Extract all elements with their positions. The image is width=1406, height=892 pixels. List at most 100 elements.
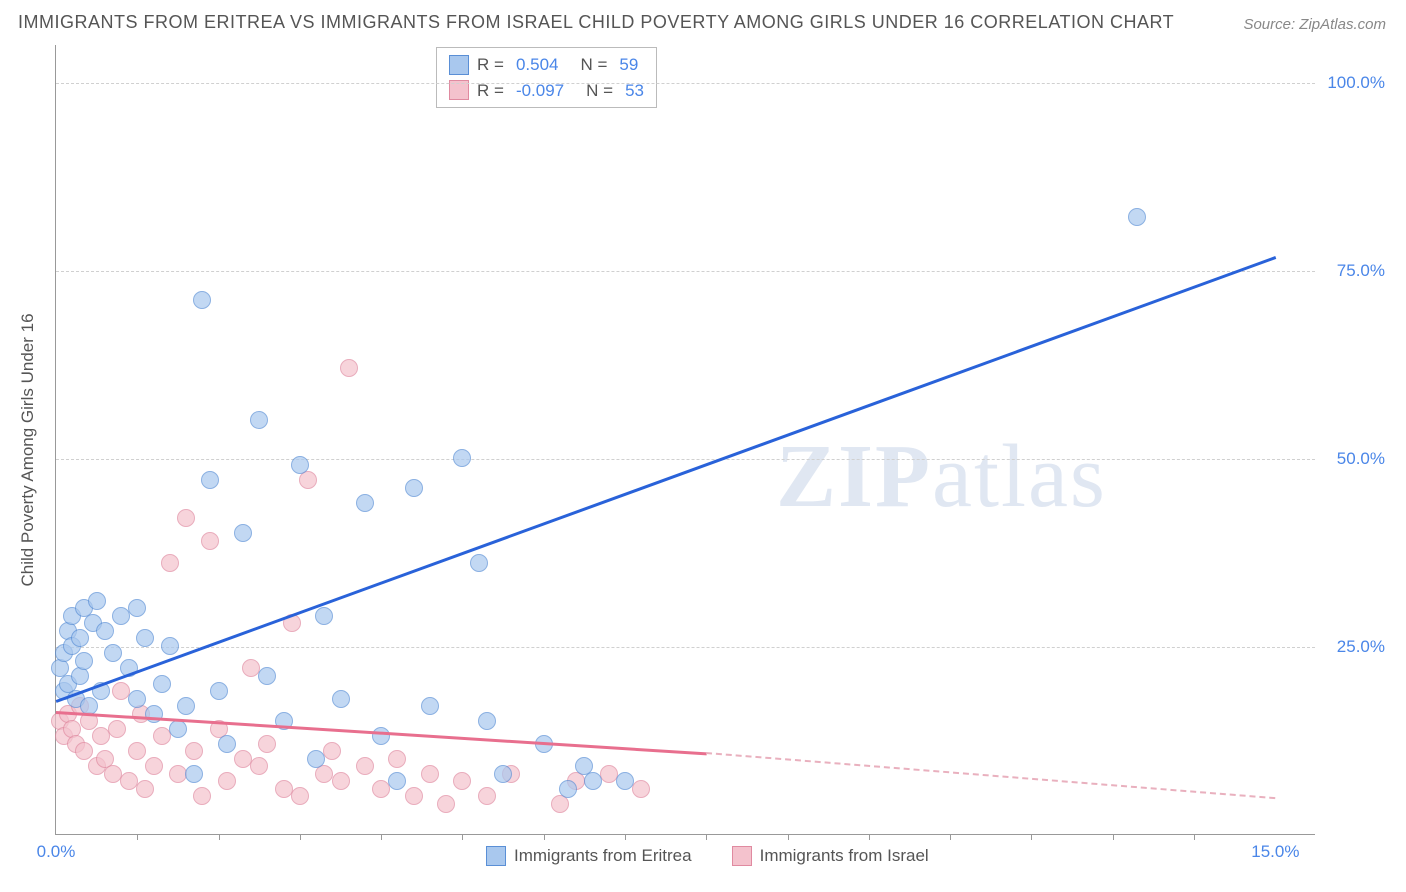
r-label: R =: [477, 52, 504, 78]
scatter-point-israel: [250, 757, 268, 775]
x-tick-mark: [1031, 834, 1032, 840]
legend-item-israel: Immigrants from Israel: [732, 846, 929, 866]
scatter-point-israel: [201, 532, 219, 550]
x-tick-mark: [462, 834, 463, 840]
correlation-stats-box: R = 0.504 N = 59 R = -0.097 N = 53: [436, 47, 657, 108]
scatter-point-eritrea: [75, 652, 93, 670]
scatter-point-israel: [145, 757, 163, 775]
gridline: [56, 459, 1315, 460]
n-label: N =: [580, 52, 607, 78]
stats-row-eritrea: R = 0.504 N = 59: [449, 52, 644, 78]
scatter-point-israel: [75, 742, 93, 760]
x-tick-mark: [706, 834, 707, 840]
chart-title: IMMIGRANTS FROM ERITREA VS IMMIGRANTS FR…: [18, 12, 1174, 33]
scatter-point-israel: [632, 780, 650, 798]
y-tick-label: 100.0%: [1327, 73, 1385, 93]
x-tick-mark: [219, 834, 220, 840]
x-tick-mark: [625, 834, 626, 840]
x-tick-mark: [788, 834, 789, 840]
scatter-point-israel: [478, 787, 496, 805]
legend-label-eritrea: Immigrants from Eritrea: [514, 846, 692, 866]
source-citation: Source: ZipAtlas.com: [1243, 16, 1386, 33]
scatter-point-eritrea: [494, 765, 512, 783]
scatter-point-eritrea: [71, 667, 89, 685]
scatter-point-eritrea: [421, 697, 439, 715]
r-label: R =: [477, 78, 504, 104]
scatter-point-eritrea: [201, 471, 219, 489]
scatter-point-eritrea: [177, 697, 195, 715]
scatter-point-israel: [128, 742, 146, 760]
x-tick-mark: [1194, 834, 1195, 840]
scatter-point-israel: [218, 772, 236, 790]
stats-row-israel: R = -0.097 N = 53: [449, 78, 644, 104]
scatter-point-eritrea: [559, 780, 577, 798]
scatter-point-eritrea: [616, 772, 634, 790]
trendline-israel-extrapolated: [706, 752, 1275, 800]
n-value-eritrea: 59: [619, 52, 638, 78]
scatter-point-eritrea: [315, 607, 333, 625]
chart-plot-area: ZIPatlas R = 0.504 N = 59 R = -0.097 N =…: [55, 45, 1315, 835]
scatter-point-eritrea: [136, 629, 154, 647]
n-label: N =: [586, 78, 613, 104]
scatter-point-israel: [332, 772, 350, 790]
scatter-point-eritrea: [161, 637, 179, 655]
scatter-point-eritrea: [128, 599, 146, 617]
scatter-point-eritrea: [307, 750, 325, 768]
x-tick-mark: [137, 834, 138, 840]
r-value-israel: -0.097: [516, 78, 564, 104]
x-tick-mark: [869, 834, 870, 840]
scatter-point-eritrea: [291, 456, 309, 474]
scatter-point-eritrea: [193, 291, 211, 309]
scatter-point-eritrea: [169, 720, 187, 738]
x-tick-label: 15.0%: [1251, 842, 1299, 862]
scatter-point-israel: [161, 554, 179, 572]
scatter-point-eritrea: [584, 772, 602, 790]
scatter-point-israel: [185, 742, 203, 760]
x-tick-label: 0.0%: [37, 842, 76, 862]
scatter-point-eritrea: [210, 682, 228, 700]
x-tick-mark: [381, 834, 382, 840]
scatter-point-eritrea: [388, 772, 406, 790]
legend-item-eritrea: Immigrants from Eritrea: [486, 846, 692, 866]
scatter-point-eritrea: [104, 644, 122, 662]
legend-swatch-eritrea: [486, 846, 506, 866]
scatter-point-eritrea: [218, 735, 236, 753]
x-tick-mark: [1113, 834, 1114, 840]
scatter-point-israel: [177, 509, 195, 527]
scatter-point-eritrea: [153, 675, 171, 693]
scatter-point-eritrea: [88, 592, 106, 610]
scatter-point-eritrea: [185, 765, 203, 783]
scatter-point-eritrea: [332, 690, 350, 708]
n-value-israel: 53: [625, 78, 644, 104]
y-tick-label: 25.0%: [1337, 637, 1385, 657]
watermark-atlas: atlas: [932, 427, 1107, 526]
scatter-point-eritrea: [356, 494, 374, 512]
swatch-eritrea: [449, 55, 469, 75]
x-tick-mark: [544, 834, 545, 840]
scatter-point-israel: [356, 757, 374, 775]
legend-swatch-israel: [732, 846, 752, 866]
scatter-point-israel: [340, 359, 358, 377]
y-tick-label: 50.0%: [1337, 449, 1385, 469]
gridline: [56, 271, 1315, 272]
scatter-point-eritrea: [470, 554, 488, 572]
scatter-point-israel: [108, 720, 126, 738]
scatter-point-eritrea: [1128, 208, 1146, 226]
scatter-point-israel: [372, 780, 390, 798]
scatter-point-eritrea: [258, 667, 276, 685]
scatter-point-israel: [136, 780, 154, 798]
scatter-point-israel: [92, 727, 110, 745]
scatter-point-eritrea: [71, 629, 89, 647]
scatter-point-israel: [453, 772, 471, 790]
scatter-point-israel: [258, 735, 276, 753]
y-tick-label: 75.0%: [1337, 261, 1385, 281]
scatter-point-eritrea: [478, 712, 496, 730]
scatter-point-israel: [437, 795, 455, 813]
scatter-point-israel: [405, 787, 423, 805]
scatter-point-israel: [421, 765, 439, 783]
x-tick-mark: [950, 834, 951, 840]
x-tick-mark: [300, 834, 301, 840]
scatter-point-eritrea: [250, 411, 268, 429]
trendline-eritrea: [56, 256, 1276, 702]
scatter-point-israel: [323, 742, 341, 760]
